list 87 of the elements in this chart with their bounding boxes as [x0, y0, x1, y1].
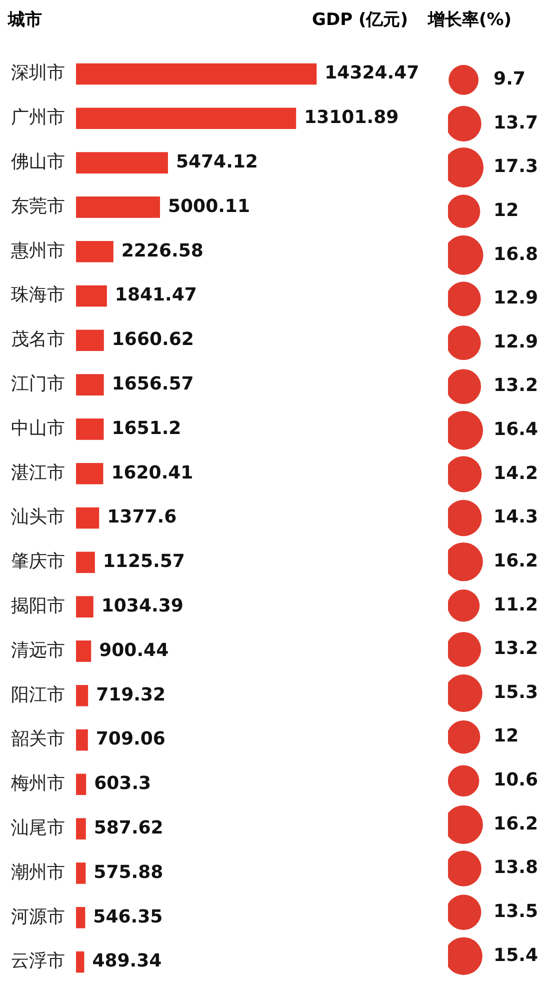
y-tick-label: 广州市 — [11, 107, 65, 128]
bar — [76, 374, 104, 396]
data-label: 1660.62 — [112, 329, 194, 350]
data-label: 13101.89 — [304, 107, 399, 128]
data-label: 9.7 — [494, 68, 526, 90]
data-label: 587.62 — [94, 817, 164, 838]
bar — [76, 330, 104, 352]
y-tick-label: 云浮市 — [11, 950, 65, 972]
text: 增长率(%) — [428, 9, 512, 31]
y-tick-label: 揭阳市 — [11, 595, 65, 616]
y-tick-label: 河源市 — [11, 906, 65, 928]
data-label: 1125.57 — [102, 551, 185, 572]
bar — [76, 552, 95, 574]
data-label: 5000.11 — [168, 196, 250, 217]
y-tick-label: 潮州市 — [11, 862, 65, 883]
bar — [76, 240, 114, 262]
y-tick-label: 梅州市 — [10, 773, 65, 794]
data-label: 1034.39 — [101, 595, 184, 616]
data-label: 16.4 — [494, 419, 538, 440]
bar — [76, 596, 94, 618]
data-label: 489.34 — [92, 950, 162, 972]
bar — [76, 285, 107, 307]
data-label: 719.32 — [96, 684, 166, 706]
data-label: 1651.2 — [112, 418, 182, 439]
data-label: 14.3 — [494, 506, 538, 528]
bar — [76, 462, 104, 484]
bar — [76, 640, 92, 662]
y-tick-label: 东莞市 — [11, 196, 65, 217]
y-tick-label: 汕头市 — [11, 506, 65, 528]
y-tick-label: 阳江市 — [11, 684, 65, 706]
data-label: 900.44 — [99, 640, 169, 661]
y-tick-label: 珠海市 — [11, 284, 65, 306]
bar — [76, 196, 160, 218]
y-tick-label: 韶关市 — [11, 728, 65, 750]
x-axis-title: GDP (亿元) — [312, 9, 408, 31]
data-label: 13.2 — [494, 638, 538, 660]
data-label: 16.2 — [494, 550, 538, 572]
data-label: 1656.57 — [112, 373, 194, 394]
bar — [76, 906, 86, 928]
data-label: 13.8 — [494, 857, 538, 878]
bar — [76, 152, 168, 174]
data-label: 16.8 — [494, 244, 538, 265]
data-label: 12.9 — [494, 288, 538, 309]
data-label: 15.3 — [494, 682, 538, 703]
y-axis-title: 城市 — [8, 9, 42, 31]
data-label: 10.6 — [494, 770, 538, 791]
bar — [76, 818, 86, 840]
y-tick-label: 深圳市 — [11, 62, 65, 84]
bar — [76, 951, 84, 973]
y-tick-label: 惠州市 — [10, 240, 65, 262]
y-tick-label: 汕尾市 — [11, 817, 65, 838]
data-label: 11.2 — [494, 594, 538, 616]
bar — [76, 418, 104, 440]
y-tick-label: 肇庆市 — [11, 551, 65, 572]
data-label: 1377.6 — [107, 506, 177, 528]
data-label: 1841.47 — [114, 284, 197, 306]
bar — [76, 507, 100, 529]
data-label: 17.3 — [494, 156, 538, 178]
data-label: 12 — [494, 200, 519, 222]
y-tick-label: 佛山市 — [11, 151, 65, 172]
data-label: 15.4 — [494, 944, 538, 966]
data-label: 13.5 — [494, 900, 538, 922]
data-label: 603.3 — [94, 773, 152, 794]
data-label: 12.9 — [494, 331, 538, 352]
data-label: 575.88 — [94, 862, 164, 883]
y-tick-label: 中山市 — [11, 418, 65, 439]
data-label: 1620.41 — [111, 462, 194, 484]
bar — [76, 862, 86, 884]
data-label: 546.35 — [93, 906, 163, 928]
data-label: 709.06 — [96, 728, 166, 750]
data-label: 13.7 — [494, 112, 538, 134]
y-tick-label: 江门市 — [11, 373, 65, 394]
y-tick-label: 茂名市 — [11, 329, 65, 350]
bar — [76, 729, 88, 751]
data-label: 2226.58 — [121, 240, 204, 262]
data-label: 12 — [494, 726, 519, 747]
bar — [76, 63, 317, 85]
bar — [76, 684, 88, 706]
data-label: 13.2 — [494, 375, 538, 396]
bar — [76, 774, 86, 796]
data-label: 14324.47 — [324, 62, 420, 84]
bar — [76, 108, 296, 130]
data-label: 14.2 — [494, 462, 538, 484]
y-tick-label: 湛江市 — [11, 462, 65, 484]
y-tick-label: 清远市 — [11, 640, 65, 661]
data-label: 16.2 — [494, 813, 538, 834]
data-label: 5474.12 — [176, 151, 258, 172]
